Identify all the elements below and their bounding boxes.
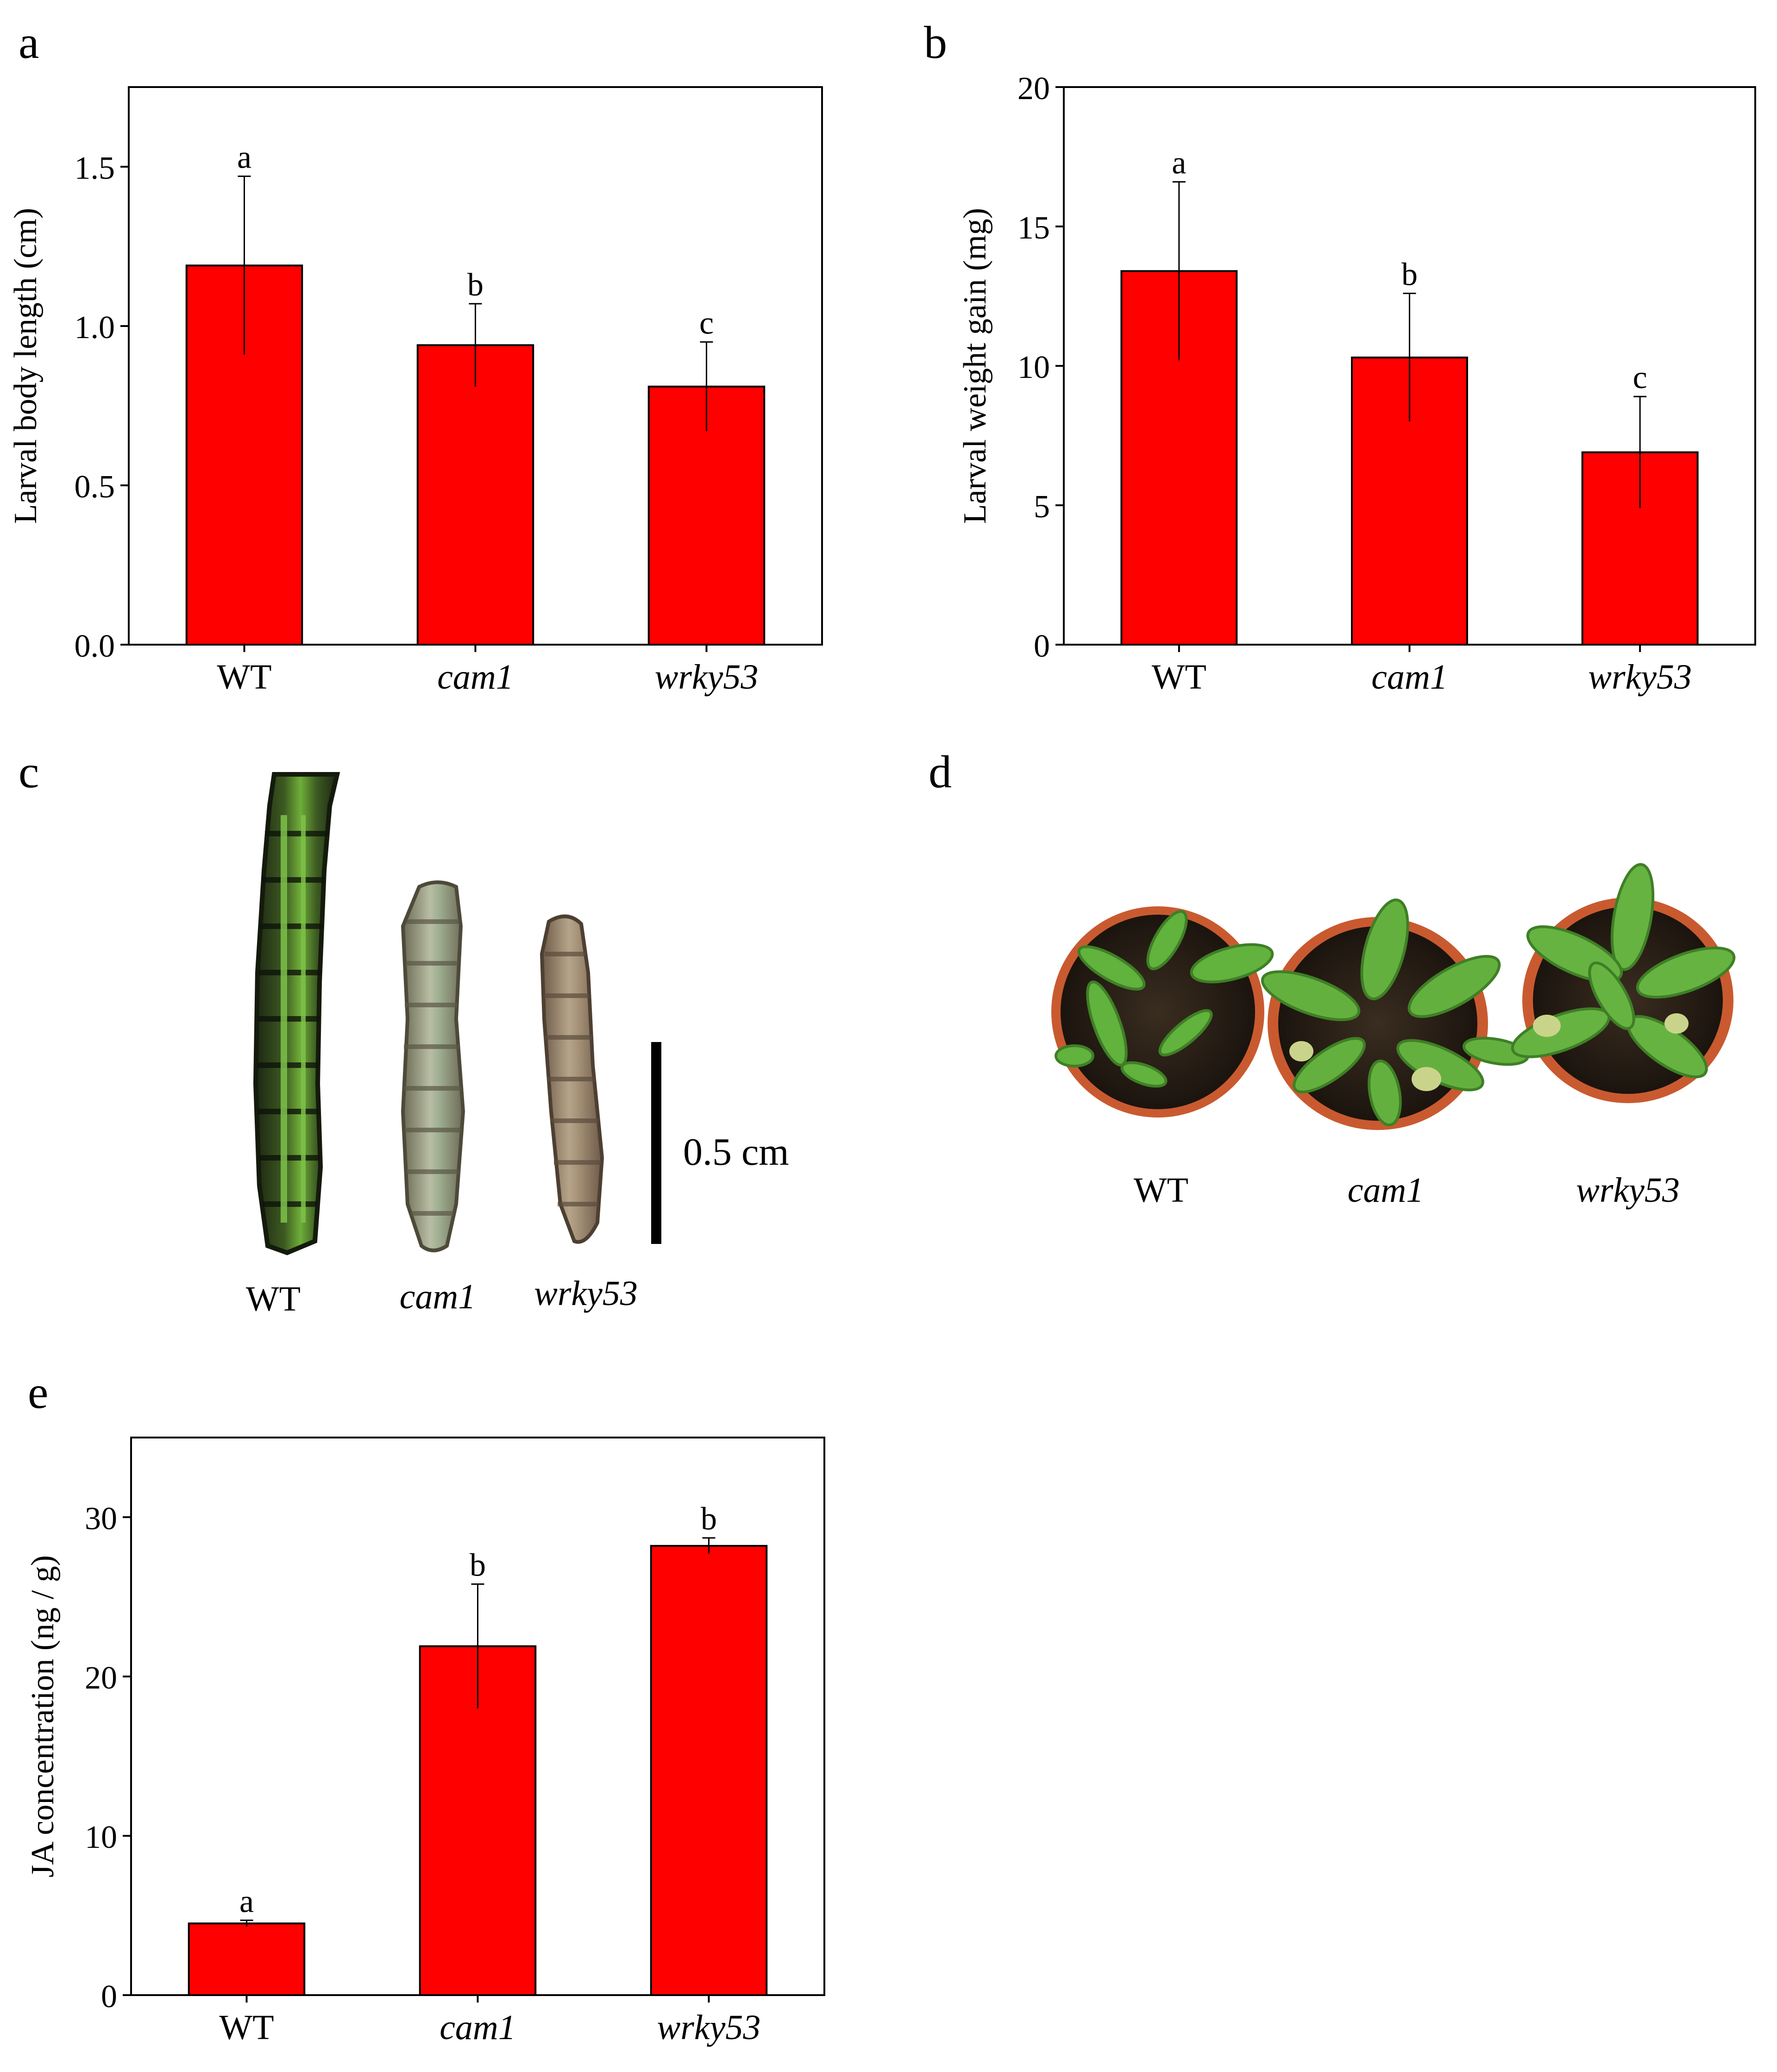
chart-e-bar-wrky53	[650, 1545, 768, 1996]
chart-e-significance-letter-wrky53: b	[701, 1501, 717, 1537]
larva-cam1-image	[401, 880, 465, 1252]
chart-e-ytick-label: 20	[85, 1660, 117, 1696]
chart-larval-body-length: 0.0 0.5 1.0 1.5 Larval body length (cm) a WT b c…	[8, 86, 823, 697]
chart-a-ytick-label: 1.0	[75, 310, 115, 345]
chart-e-significance-letter-cam1: b	[470, 1547, 486, 1583]
chart-b-category-label-WT: WT	[1152, 658, 1206, 697]
chart-e-significance-letter-WT: a	[239, 1884, 254, 1919]
plant-cam1-image	[1261, 898, 1530, 1130]
chart-b-ytick-label: 5	[1034, 489, 1050, 525]
scale-bar-label: 0.5 cm	[683, 1130, 789, 1174]
chart-a-category-label-cam1: cam1	[437, 658, 514, 697]
chart-a-significance-letter-wrky53: c	[699, 305, 714, 341]
chart-a-ytick-label: 0.5	[75, 469, 115, 505]
chart-b-category-label-cam1: cam1	[1371, 658, 1448, 697]
chart-a-ytick-label: 0.0	[75, 628, 115, 664]
panel-letter-a: a	[19, 17, 39, 68]
chart-b-significance-letter-cam1: b	[1401, 257, 1418, 292]
chart-e-category-label-wrky53: wrky53	[657, 2008, 761, 2047]
chart-e-category-label-cam1: cam1	[440, 2008, 516, 2047]
chart-a-significance-letter-WT: a	[237, 140, 251, 176]
plant-wt-image	[1051, 906, 1274, 1118]
chart-b-significance-letter-WT: a	[1172, 145, 1186, 181]
chart-b-ytick-label: 0	[1034, 628, 1050, 664]
plants-photo: WT cam1 wrky53	[1051, 863, 1736, 1210]
panel-letter-d: d	[929, 746, 952, 797]
plant-label-wrky53: wrky53	[1576, 1171, 1680, 1210]
chart-b-ylabel: Larval weight gain (mg)	[957, 208, 993, 524]
chart-b-ytick-label: 15	[1017, 210, 1050, 246]
chart-b-significance-letter-wrky53: c	[1633, 360, 1647, 396]
larva-label-cam1: cam1	[400, 1277, 476, 1316]
larva-label-wt: WT	[246, 1280, 301, 1319]
chart-e-ytick-label: 0	[101, 1979, 117, 2015]
chart-b-category-label-wrky53: wrky53	[1588, 658, 1692, 697]
plant-label-cam1: cam1	[1348, 1171, 1424, 1210]
chart-a-significance-letter-cam1: b	[467, 267, 483, 303]
chart-a-category-label-WT: WT	[217, 658, 271, 697]
chart-larval-weight-gain: 0 5 10 15 20 Larval weight gain (mg) a WT b cam1 c…	[957, 71, 1756, 697]
larva-wt-image	[253, 772, 340, 1256]
chart-e-ylabel: JA concentration (ng / g)	[25, 1555, 61, 1877]
chart-ja-concentration: 0 10 20 30 JA concentration (ng / g) a WT b cam1…	[25, 1437, 825, 2047]
chart-e-category-label-WT: WT	[219, 2008, 274, 2047]
panel-letter-b: b	[924, 17, 947, 68]
plant-wrky53-image	[1511, 863, 1736, 1103]
scale-bar	[651, 1042, 661, 1244]
plant-label-wt: WT	[1134, 1171, 1188, 1210]
chart-a-ytick-label: 1.5	[75, 151, 115, 186]
chart-a-bar-cam1	[416, 344, 534, 646]
chart-b-ytick-label: 20	[1017, 71, 1050, 107]
panel-letter-c: c	[19, 746, 39, 797]
larva-label-wrky53: wrky53	[534, 1274, 638, 1313]
chart-a-ylabel: Larval body length (cm)	[8, 208, 44, 524]
chart-a-category-label-wrky53: wrky53	[655, 658, 759, 697]
chart-e-ytick-label: 10	[85, 1820, 117, 1855]
panel-letter-e: e	[28, 1367, 48, 1418]
chart-b-ytick-label: 10	[1017, 350, 1050, 385]
larva-wrky53-image	[540, 914, 604, 1244]
chart-e-bar-WT	[188, 1922, 306, 1997]
chart-e-ytick-label: 30	[85, 1501, 117, 1537]
larvae-photo: 0.5 cm WT cam1 wrky53	[246, 772, 789, 1319]
